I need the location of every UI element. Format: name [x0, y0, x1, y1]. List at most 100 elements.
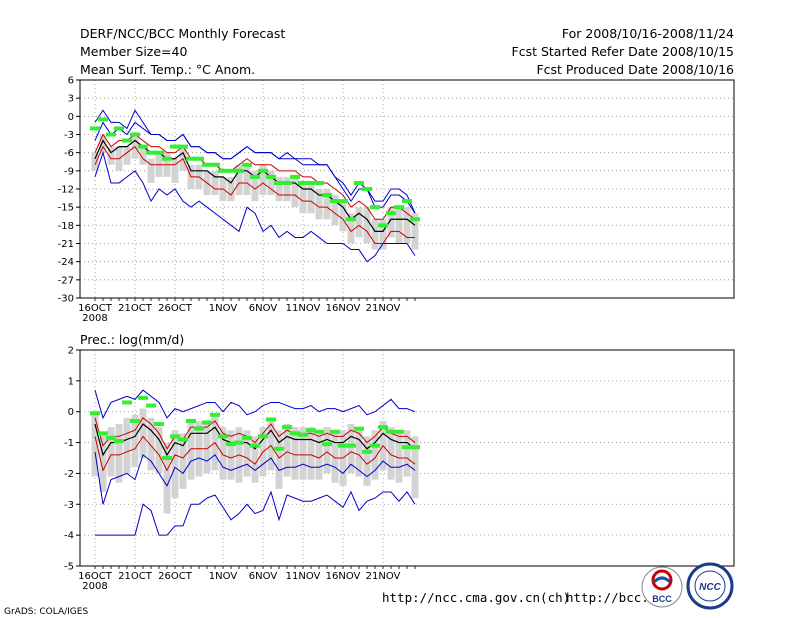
observation-marker: [386, 211, 396, 216]
y-tick-label: -3: [64, 500, 74, 511]
observation-marker: [90, 126, 100, 131]
spread-box: [275, 176, 283, 202]
observation-marker: [170, 434, 180, 439]
spread-box: [371, 219, 379, 250]
spread-box: [99, 134, 107, 153]
x-tick-label: 16NOV: [326, 303, 361, 314]
observation-marker: [218, 434, 228, 439]
spread-box: [107, 427, 115, 477]
observation-marker: [394, 429, 404, 434]
observation-marker: [338, 443, 348, 448]
x-tick-label: 21OCT: [118, 303, 153, 314]
spread-box: [387, 207, 395, 238]
bcc-url[interactable]: http://bcc.c: [566, 590, 656, 605]
observation-marker: [210, 162, 220, 167]
observation-marker: [242, 435, 252, 440]
ncc-url[interactable]: http://ncc.cma.gov.cn(ch): [382, 590, 570, 605]
y-tick-label: -1: [64, 438, 74, 449]
spread-box: [331, 430, 339, 483]
spread-box: [123, 146, 131, 165]
spread-box: [115, 424, 123, 483]
y-tick-label: -5: [64, 562, 74, 573]
x-tick-label: 6NOV: [249, 571, 278, 582]
spread-box: [387, 427, 395, 480]
ncc-logo-text: NCC: [699, 582, 721, 593]
spread-line: [94, 435, 416, 472]
x-tick-label: 16NOV: [326, 571, 361, 582]
x-tick-label: 1NOV: [209, 303, 238, 314]
observation-marker: [266, 417, 276, 422]
observation-marker: [338, 199, 348, 204]
spread-box: [243, 164, 251, 196]
y-tick-label: -6: [64, 148, 74, 159]
observation-marker: [178, 144, 188, 149]
spread-box: [219, 427, 227, 480]
observation-marker: [162, 156, 172, 161]
spread-box: [371, 430, 379, 480]
y-tick-label: 2: [68, 346, 74, 357]
observation-marker: [370, 443, 380, 448]
range-line: [94, 389, 416, 420]
observation-marker: [250, 443, 260, 448]
y-tick-label: 6: [68, 76, 74, 87]
spread-box: [323, 427, 331, 474]
x-year-label: 2008: [82, 313, 107, 324]
spread-line: [94, 145, 415, 244]
start-date: Fcst Started Refer Date 2008/10/15: [512, 44, 735, 59]
spread-box: [267, 170, 275, 196]
observation-marker: [330, 429, 340, 434]
y-tick-label: 0: [68, 112, 74, 123]
spread-box: [259, 164, 267, 196]
x-tick-label: 26OCT: [158, 571, 193, 582]
spread-box: [347, 424, 355, 474]
y-tick-label: -24: [58, 257, 74, 268]
x-year-label: 2008: [82, 581, 107, 592]
range-line: [95, 490, 416, 536]
observation-marker: [98, 431, 108, 436]
member-size: Member Size=40: [80, 44, 187, 59]
observation-marker: [234, 440, 244, 445]
observation-marker: [90, 411, 100, 416]
spread-box: [147, 417, 155, 471]
temperature-panel: 6 3 0 -3 -6 -9 -12 -15 -18 -21 -24 -27 -30 16OCT 21OCT…: [58, 76, 735, 324]
x-tick-label: 21NOV: [366, 571, 401, 582]
observation-marker: [234, 168, 244, 173]
bcc-logo-text: BCC: [652, 594, 672, 604]
observation-marker: [362, 187, 372, 191]
observation-marker: [114, 439, 124, 444]
observation-marker: [290, 174, 300, 179]
spread-box: [251, 436, 259, 483]
spread-box: [243, 430, 251, 477]
spread-box: [339, 201, 347, 232]
x-tick-label: 16OCT: [78, 303, 113, 314]
x-tick-label: 11NOV: [286, 571, 321, 582]
spread-box: [235, 164, 243, 196]
observation-marker: [306, 428, 316, 433]
spread-box: [283, 176, 291, 202]
observation-marker: [130, 132, 140, 137]
observation-marker: [346, 217, 356, 222]
observation-marker: [186, 156, 196, 161]
spread-box: [363, 436, 371, 486]
observation-marker: [178, 437, 188, 442]
observation-marker: [226, 442, 236, 447]
spread-box: [411, 213, 419, 250]
forecast-period: For 2008/10/16-2008/11/24: [562, 26, 734, 41]
spread-box: [283, 424, 291, 477]
observation-marker: [186, 418, 196, 423]
observation-marker: [106, 132, 116, 137]
spread-box: [147, 158, 155, 183]
y-tick-label: -27: [58, 275, 74, 286]
y-tick-label: -3: [64, 130, 74, 141]
spread-box: [403, 430, 411, 477]
spread-box: [363, 207, 371, 244]
y-tick-label: -30: [58, 294, 74, 305]
spread-box: [291, 427, 299, 480]
observation-marker: [114, 126, 124, 131]
spread-box: [355, 427, 363, 477]
spread-box: [187, 420, 195, 480]
observation-marker: [314, 180, 324, 185]
spread-box: [291, 176, 299, 208]
